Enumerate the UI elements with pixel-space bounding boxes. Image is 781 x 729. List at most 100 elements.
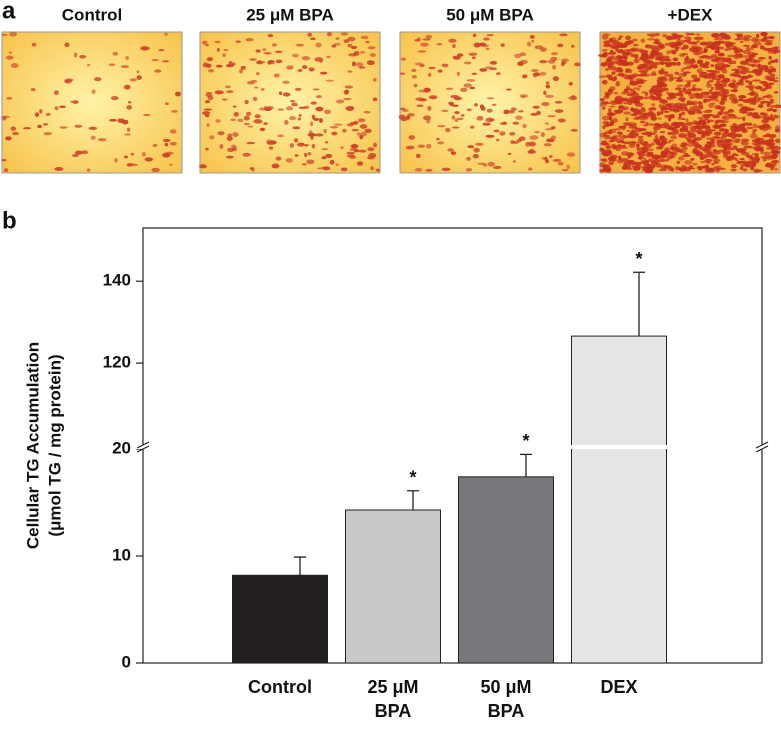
cell [740,140,749,146]
cell [529,34,535,39]
cell [128,101,132,104]
cell [64,42,70,48]
cell [405,115,411,120]
cell [256,60,263,65]
cell [359,124,368,129]
cell [255,49,261,53]
cell [711,162,715,166]
cell [123,155,128,159]
cell [735,159,739,162]
cell [676,106,682,110]
cell [351,61,356,67]
cell [120,65,130,68]
cell [350,45,358,50]
cell [243,122,250,126]
bar [458,476,554,664]
cell [653,90,661,95]
cell [721,150,726,153]
cell [721,57,727,62]
cell [74,124,83,128]
cell [759,140,767,145]
cell [216,48,220,52]
cell [205,91,213,94]
cell [454,111,460,115]
cell [764,41,773,46]
cell [738,34,743,37]
cell [39,109,43,114]
cell [717,167,726,171]
cell [737,103,744,107]
cell [126,127,131,132]
cell [366,60,375,66]
cell [53,90,59,96]
cell [768,117,776,121]
cell [452,55,461,60]
cell [525,141,531,147]
cell [534,45,544,50]
cell [731,153,739,157]
cell [720,136,724,142]
cell [618,136,625,142]
cell [648,110,653,114]
cell [710,64,715,68]
cell [297,117,302,121]
cell [606,57,611,62]
cell [64,79,69,84]
significance: * [522,431,529,451]
cell [632,165,641,171]
cell [301,163,307,166]
cell [673,122,679,127]
cell [315,95,322,99]
cell [427,72,432,77]
cell [683,39,692,43]
cell [34,112,40,118]
cell [766,147,772,150]
cell [769,162,777,167]
cell [233,111,239,117]
cell [720,99,728,102]
cell [263,122,268,126]
cell [666,96,671,100]
cell [606,168,612,173]
cell [415,153,421,159]
cell [566,152,576,157]
cell [602,120,609,125]
cell [601,164,611,168]
cell [561,60,567,65]
cell [688,165,694,168]
cell [221,98,228,101]
cell [703,114,711,119]
cell [232,105,237,108]
cell [681,100,686,103]
cell [698,55,705,59]
cell [651,103,656,107]
cell [611,71,616,75]
cell [295,43,304,47]
cell [699,121,706,126]
cell [711,33,720,38]
micrograph-bg [399,31,581,174]
cell [643,57,648,60]
cell [247,125,254,128]
cell [419,64,425,68]
cell [728,146,732,150]
image-label: 50 μM BPA [446,5,534,24]
cell [471,56,476,60]
cell [687,33,695,36]
cell [737,123,746,129]
cell [267,59,276,65]
cell [486,108,493,113]
cell [604,134,610,137]
cell [739,60,749,65]
cell [334,42,341,46]
cell [232,132,239,138]
cell [205,147,209,151]
cell [605,145,612,149]
cell [618,35,623,38]
cell [237,118,244,122]
cell [319,60,323,63]
cell [428,66,436,70]
cell [653,129,658,134]
cell [669,49,677,54]
